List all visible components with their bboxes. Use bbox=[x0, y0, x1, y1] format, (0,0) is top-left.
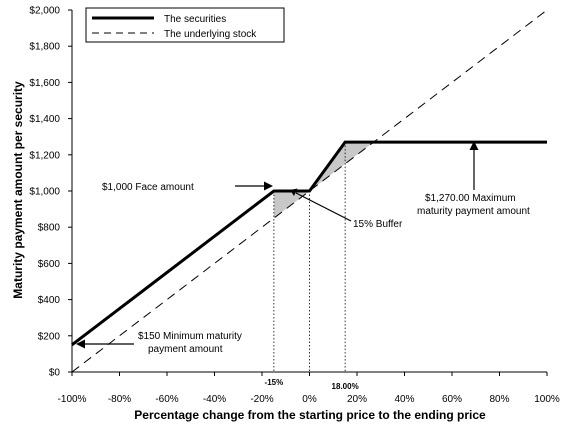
x-tick-label: 100% bbox=[534, 394, 560, 405]
x-axis-title: Percentage change from the starting pric… bbox=[134, 408, 486, 422]
axes bbox=[68, 9, 548, 376]
arrow-left-icon bbox=[76, 339, 85, 349]
annotation-buffer-arrow bbox=[295, 192, 352, 222]
securities-line bbox=[71, 140, 547, 347]
x-tick-label: -100% bbox=[58, 394, 87, 405]
legend: The securities The underlying stock bbox=[85, 7, 285, 43]
y-tick-label: $1,200 bbox=[29, 150, 60, 161]
x-tick-label: -60% bbox=[155, 394, 178, 405]
underlying-stock-line bbox=[71, 9, 548, 373]
guide-lines bbox=[273, 142, 346, 372]
y-tick-label: $600 bbox=[38, 259, 61, 270]
x-tick-label: 60% bbox=[442, 394, 462, 405]
annotation-maximum: $1,270.00 Maximum maturity payment amoun… bbox=[417, 141, 530, 217]
annotation-maximum-line-1: $1,270.00 Maximum bbox=[425, 193, 516, 204]
y-tick-label: $1,800 bbox=[29, 42, 60, 53]
special-tick-cap-level: 18.00% bbox=[332, 382, 359, 391]
y-tick-label: $400 bbox=[38, 295, 61, 306]
legend-box bbox=[85, 7, 285, 43]
x-tick-label: 20% bbox=[347, 394, 367, 405]
y-tick-label: $1,400 bbox=[29, 114, 60, 125]
x-tick-label: 40% bbox=[394, 394, 414, 405]
y-axis-title: Maturity payment amount per security bbox=[11, 81, 25, 299]
annotation-minimum: $150 Minimum maturity payment amount bbox=[76, 331, 242, 355]
annotation-face-amount: $1,000 Face amount bbox=[102, 181, 273, 193]
y-tick-label: $0 bbox=[49, 368, 61, 379]
annotation-maximum-line-2: maturity payment amount bbox=[417, 206, 530, 217]
annotation-buffer-text: 15% Buffer bbox=[353, 219, 403, 230]
legend-label-securities: The securities bbox=[164, 14, 226, 25]
tick-labels: $0 $200 $400 $600 $800 $1,000 $1,200 $1,400 $1,6… bbox=[29, 6, 559, 406]
y-tick-label: $1,600 bbox=[29, 78, 60, 89]
y-tick-label: $1,000 bbox=[29, 187, 60, 198]
x-tick-label: 80% bbox=[489, 394, 509, 405]
arrow-up-left-icon bbox=[290, 188, 298, 196]
annotation-minimum-line-1: $150 Minimum maturity bbox=[138, 331, 242, 342]
annotation-minimum-line-2: payment amount bbox=[148, 344, 223, 355]
x-tick-label: -80% bbox=[108, 394, 131, 405]
arrow-up-icon bbox=[469, 141, 479, 150]
y-tick-label: $800 bbox=[38, 223, 61, 234]
x-tick-label: 0% bbox=[302, 394, 317, 405]
arrow-right-icon bbox=[264, 181, 273, 191]
x-tick-label: -20% bbox=[250, 394, 273, 405]
x-tick-label: -40% bbox=[203, 394, 226, 405]
y-tick-label: $2,000 bbox=[29, 6, 60, 17]
annotation-face-amount-text: $1,000 Face amount bbox=[102, 182, 194, 193]
y-tick-label: $200 bbox=[38, 331, 61, 342]
special-tick-buffer-level: -15% bbox=[265, 378, 284, 387]
series-lines bbox=[71, 9, 548, 373]
annotation-buffer: 15% Buffer bbox=[290, 188, 403, 230]
legend-label-underlying: The underlying stock bbox=[164, 29, 257, 40]
